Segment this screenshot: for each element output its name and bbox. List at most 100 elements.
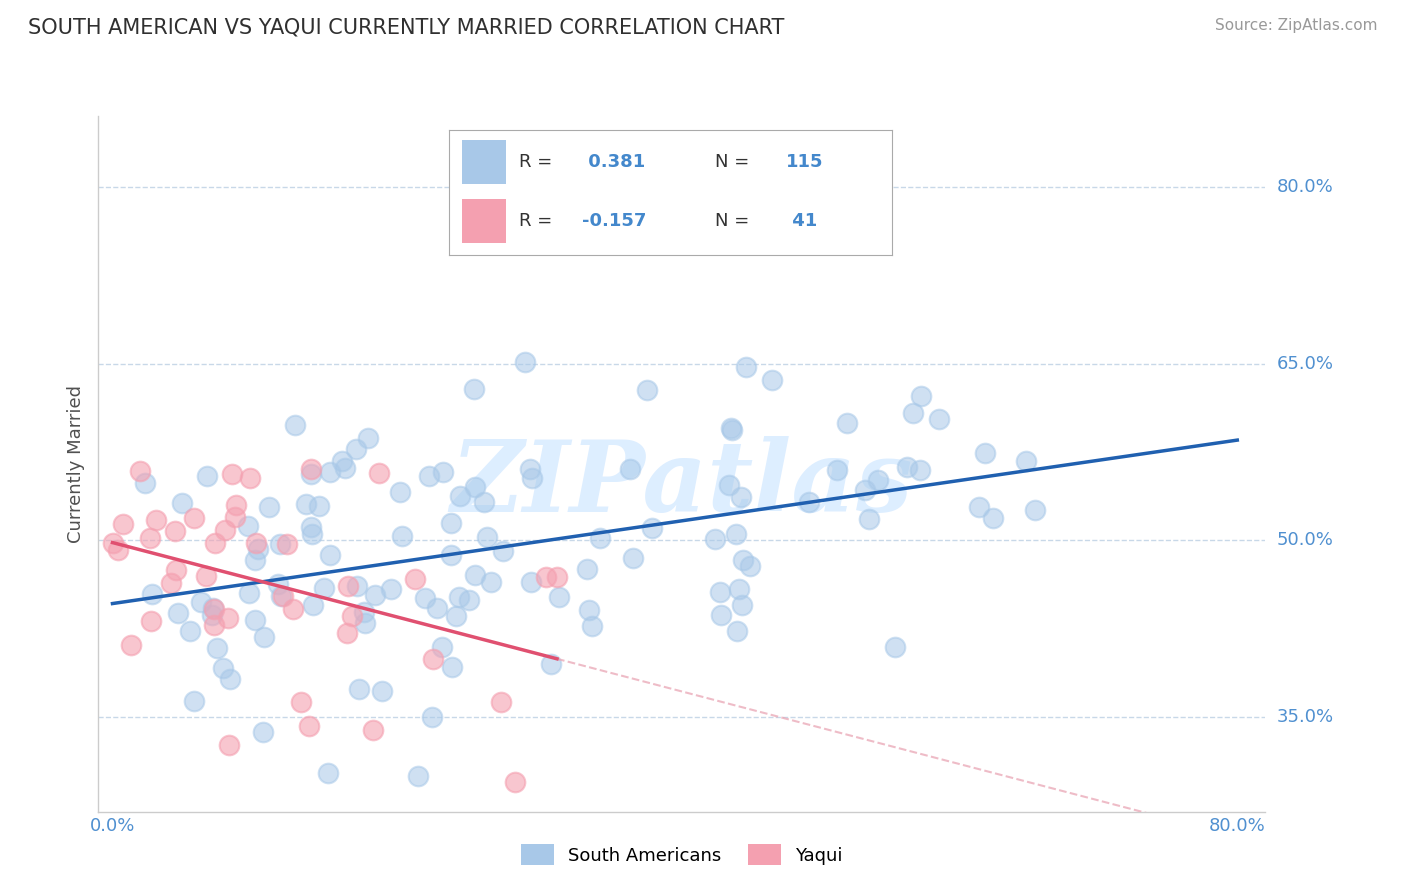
Point: [519, 462, 541, 476]
Point: [243, 553, 266, 567]
FancyBboxPatch shape: [461, 140, 506, 184]
Text: 35.0%: 35.0%: [1277, 708, 1334, 726]
FancyBboxPatch shape: [461, 199, 506, 243]
Point: [884, 640, 907, 654]
Point: [636, 383, 658, 397]
Point: [974, 446, 997, 460]
Point: [520, 471, 543, 485]
Point: [205, 641, 228, 656]
Point: [703, 533, 725, 547]
Point: [141, 586, 163, 600]
Point: [797, 495, 820, 509]
Point: [422, 652, 444, 666]
Point: [720, 420, 742, 434]
Text: R =: R =: [519, 153, 553, 171]
Point: [344, 442, 367, 457]
Point: [910, 463, 932, 477]
Point: [576, 562, 599, 576]
Point: [458, 593, 481, 607]
Text: 80.0%: 80.0%: [1277, 178, 1333, 195]
Point: [432, 465, 454, 479]
Point: [404, 572, 426, 586]
Point: [368, 466, 391, 480]
Point: [463, 382, 485, 396]
Point: [641, 521, 664, 535]
Point: [195, 468, 218, 483]
Point: [284, 417, 307, 432]
Point: [271, 589, 294, 603]
Point: [364, 588, 387, 602]
Point: [299, 467, 322, 481]
Text: 0.381: 0.381: [582, 153, 645, 171]
Text: 65.0%: 65.0%: [1277, 355, 1333, 373]
Point: [738, 559, 761, 574]
Text: 115: 115: [786, 153, 823, 171]
Point: [330, 454, 353, 468]
Point: [858, 512, 880, 526]
Point: [380, 582, 402, 596]
Point: [868, 473, 890, 487]
Point: [218, 738, 240, 752]
Point: [299, 519, 322, 533]
Point: [253, 630, 276, 644]
Point: [195, 568, 218, 582]
Point: [353, 605, 375, 619]
Y-axis label: Currently Married: Currently Married: [66, 384, 84, 543]
Point: [581, 619, 603, 633]
Point: [145, 513, 167, 527]
Point: [201, 607, 224, 622]
Point: [217, 611, 239, 625]
Point: [128, 464, 150, 478]
Point: [896, 459, 918, 474]
Point: [540, 657, 562, 671]
Point: [252, 724, 274, 739]
Point: [238, 518, 260, 533]
Point: [440, 549, 463, 563]
Point: [172, 495, 194, 509]
Point: [276, 537, 298, 551]
Point: [1024, 503, 1046, 517]
Point: [111, 517, 134, 532]
Point: [733, 553, 755, 567]
Point: [319, 465, 342, 479]
Point: [464, 568, 486, 582]
Point: [489, 695, 512, 709]
Point: [430, 640, 453, 654]
Point: [731, 598, 754, 612]
Point: [221, 467, 243, 481]
Point: [163, 524, 186, 538]
Point: [426, 601, 449, 615]
Point: [319, 548, 342, 562]
Point: [967, 500, 990, 514]
Point: [709, 584, 731, 599]
Point: [179, 624, 201, 639]
Point: [139, 615, 162, 629]
Point: [725, 624, 748, 639]
Point: [825, 462, 848, 476]
Text: SOUTH AMERICAN VS YAQUI CURRENTLY MARRIED CORRELATION CHART: SOUTH AMERICAN VS YAQUI CURRENTLY MARRIE…: [28, 18, 785, 37]
Point: [981, 511, 1004, 525]
Point: [761, 373, 783, 387]
Point: [928, 412, 950, 426]
Point: [120, 638, 142, 652]
Point: [238, 585, 260, 599]
Point: [546, 570, 568, 584]
Point: [619, 461, 641, 475]
Point: [211, 661, 233, 675]
Point: [413, 591, 436, 606]
Point: [290, 695, 312, 709]
Point: [165, 564, 187, 578]
Point: [547, 590, 569, 604]
Point: [520, 575, 543, 590]
Point: [1015, 454, 1038, 468]
Point: [204, 535, 226, 549]
Point: [308, 500, 330, 514]
Point: [347, 681, 370, 696]
Point: [354, 616, 377, 631]
Point: [444, 609, 467, 624]
Point: [139, 531, 162, 545]
Point: [835, 417, 858, 431]
Point: [269, 537, 291, 551]
Point: [363, 723, 385, 737]
Point: [503, 775, 526, 789]
